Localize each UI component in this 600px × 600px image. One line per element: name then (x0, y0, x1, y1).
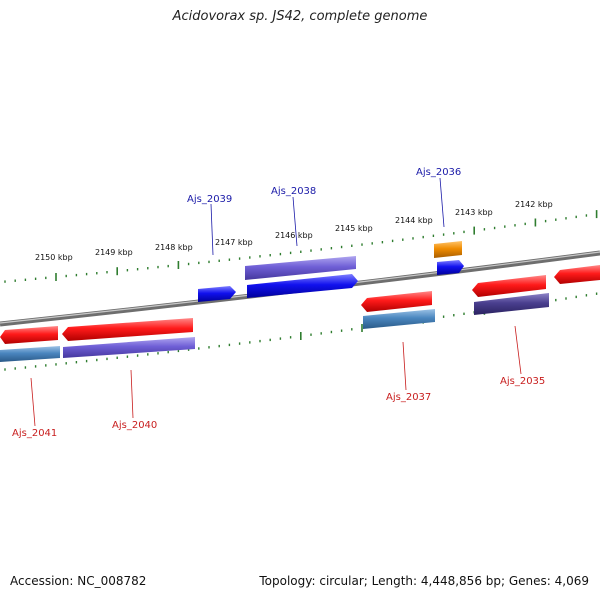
gene-Ajs_2039[interactable] (198, 286, 236, 302)
kbp-label: 2145 kbp (335, 224, 373, 233)
gene-Ajs_2035[interactable] (472, 275, 549, 315)
gene-arrow (247, 274, 358, 298)
gene-Ajs_2038[interactable] (245, 256, 358, 298)
gene-arrow (472, 275, 546, 297)
gene-Ajs_2040[interactable] (62, 318, 195, 358)
gene-cds-block (474, 293, 549, 315)
gene-label: Ajs_2038 (271, 186, 316, 197)
gene-cds-block (63, 337, 195, 358)
gene-arrow (0, 326, 58, 344)
gene-partial-right[interactable] (554, 265, 600, 284)
gene-cds-block (245, 256, 356, 280)
map-title: Acidovorax sp. JS42, complete genome (172, 9, 428, 24)
gene-label: Ajs_2035 (500, 376, 545, 387)
gene-label: Ajs_2041 (12, 428, 57, 439)
accession-text: Accession: NC_008782 (10, 574, 147, 588)
kbp-label: 2149 kbp (95, 248, 133, 257)
gene-label: Ajs_2036 (416, 167, 461, 178)
leader-lines (30, 177, 522, 427)
gene-label: Ajs_2040 (112, 420, 157, 431)
gene-arrow (554, 265, 600, 284)
gene-labels: Ajs_2039 Ajs_2038 Ajs_2036 Ajs_2041 Ajs_… (12, 167, 545, 439)
gene-Ajs_2037[interactable] (361, 291, 435, 329)
gene-cds-block (0, 346, 60, 362)
outer-tick-ruler (4, 210, 598, 283)
kbp-label: 2142 kbp (515, 200, 553, 209)
gene-label: Ajs_2039 (187, 194, 232, 205)
gene-cds-block (434, 241, 462, 258)
gene-arrow (62, 318, 193, 341)
gene-arrow (198, 286, 236, 302)
topology-text: Topology: circular; Length: 4,448,856 bp… (259, 574, 589, 588)
kbp-tick-labels: 2150 kbp 2149 kbp 2148 kbp 2147 kbp 2146… (35, 200, 553, 262)
gene-Ajs_2036[interactable] (434, 241, 464, 275)
kbp-label: 2147 kbp (215, 238, 253, 247)
gene-cds-block (363, 309, 435, 329)
kbp-label: 2143 kbp (455, 208, 493, 217)
kbp-label: 2148 kbp (155, 243, 193, 252)
gene-arrow (437, 260, 464, 275)
gene-Ajs_2041[interactable] (0, 326, 60, 362)
kbp-label: 2144 kbp (395, 216, 433, 225)
gene-arrow (361, 291, 432, 312)
gene-label: Ajs_2037 (386, 392, 431, 403)
kbp-label: 2150 kbp (35, 253, 73, 262)
kbp-label: 2146 kbp (275, 231, 313, 240)
